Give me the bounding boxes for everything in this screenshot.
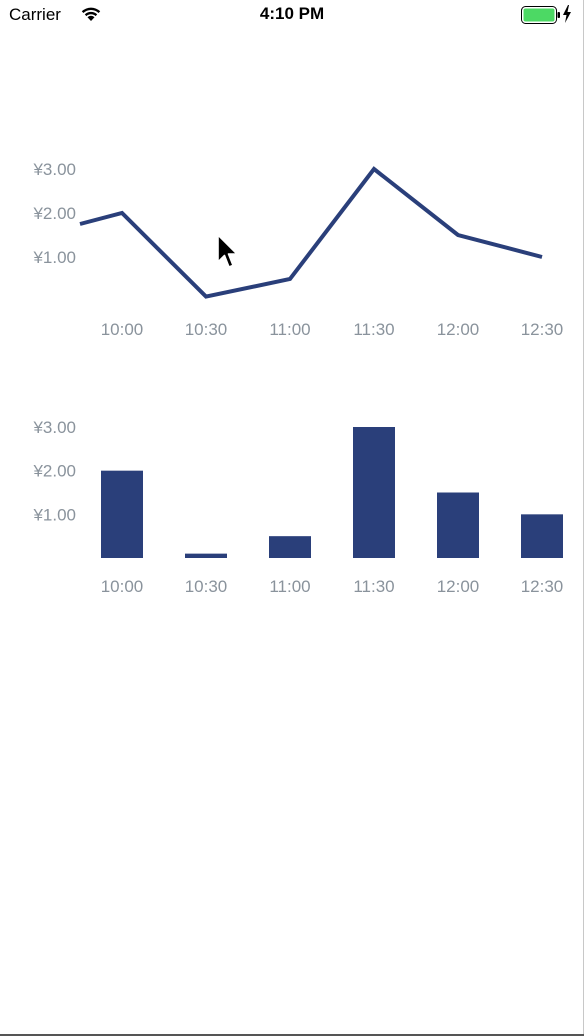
x-tick-label: 10:30 — [185, 577, 228, 596]
x-tick-label: 11:30 — [353, 320, 394, 339]
bars — [101, 427, 563, 558]
x-tick-label: 12:30 — [521, 577, 564, 596]
status-time: 4:10 PM — [259, 4, 325, 23]
y-tick-label: ¥3.00 — [32, 418, 76, 437]
bar-1130 — [353, 427, 395, 558]
bar-1230 — [521, 514, 563, 558]
y-axis-ticks: ¥1.00 ¥2.00 ¥3.00 — [32, 160, 76, 267]
y-tick-label: ¥2.00 — [32, 462, 76, 481]
x-axis-ticks: 10:00 10:30 11:00 11:30 12:00 12:30 — [101, 320, 564, 339]
x-tick-label: 12:00 — [437, 320, 480, 339]
y-tick-label: ¥2.00 — [32, 204, 76, 223]
y-tick-label: ¥3.00 — [32, 160, 76, 179]
x-tick-label: 10:30 — [185, 320, 228, 339]
line-chart: ¥1.00 ¥2.00 ¥3.00 10:00 10:30 11:00 11:30 12:0… — [32, 160, 564, 339]
x-tick-label: 11:30 — [353, 577, 394, 596]
y-axis-ticks: ¥1.00 ¥2.00 ¥3.00 — [32, 418, 76, 524]
battery-icon — [521, 6, 560, 24]
bar-1100 — [269, 536, 311, 558]
wifi-icon — [81, 7, 101, 21]
bar-chart: ¥1.00 ¥2.00 ¥3.00 10:00 10:30 11:00 11:30 12:0… — [32, 418, 564, 596]
mouse-cursor-icon — [217, 234, 238, 268]
y-tick-label: ¥1.00 — [32, 248, 76, 267]
x-axis-ticks: 10:00 10:30 11:00 11:30 12:00 12:30 — [101, 577, 564, 596]
x-tick-label: 10:00 — [101, 577, 144, 596]
status-bar: Carrier 4:10 PM — [0, 0, 584, 30]
bottom-edge-line — [0, 1034, 584, 1036]
charging-bolt-icon — [563, 5, 571, 23]
x-tick-label: 11:00 — [269, 320, 310, 339]
carrier-label: Carrier — [9, 5, 61, 24]
bar-1030 — [185, 553, 227, 558]
x-tick-label: 12:00 — [437, 577, 480, 596]
x-tick-label: 10:00 — [101, 320, 144, 339]
bar-1000 — [101, 470, 143, 558]
y-tick-label: ¥1.00 — [32, 505, 76, 524]
series-line — [79, 166, 543, 299]
bar-1200 — [437, 492, 479, 558]
line-points — [79, 168, 543, 297]
x-tick-label: 12:30 — [521, 320, 564, 339]
x-tick-label: 11:00 — [269, 577, 310, 596]
